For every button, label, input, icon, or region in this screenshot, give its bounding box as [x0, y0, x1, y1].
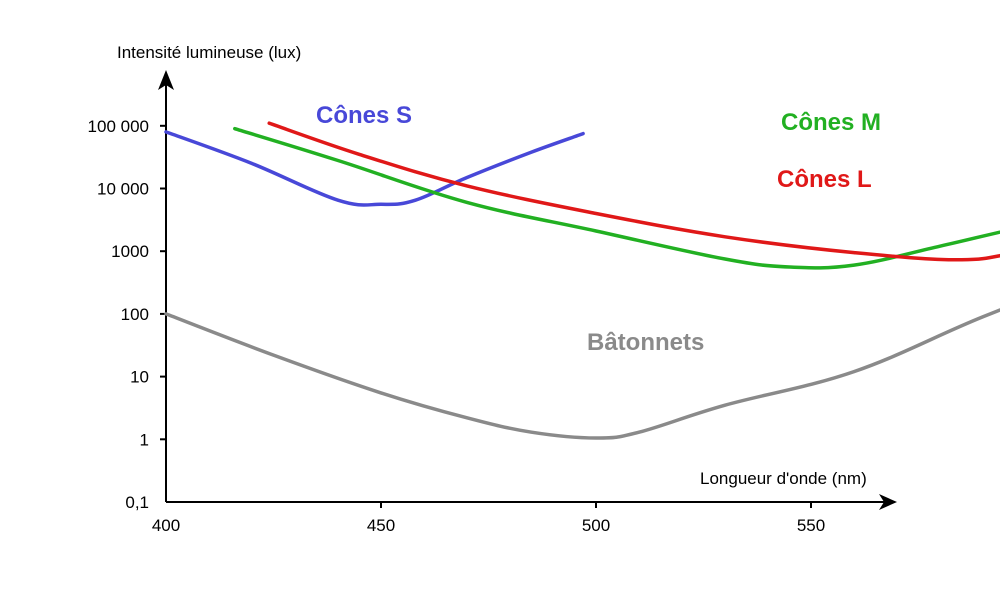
- curve-cones-s: [164, 130, 585, 207]
- y-axis-arrow-icon: [158, 70, 174, 90]
- series-label-batonnets: Bâtonnets: [587, 329, 704, 356]
- curve-cones-l: [267, 121, 1000, 262]
- y-tick-label: 100 000: [88, 117, 149, 136]
- curve-cones-m: [233, 126, 1000, 270]
- series-label-cones-m: Cônes M: [781, 109, 881, 136]
- y-tick-label: 10 000: [97, 180, 149, 199]
- y-tick-label: 1: [140, 430, 149, 449]
- labels: Intensité lumineuse (lux) Longueur d'ond…: [117, 43, 881, 488]
- series-label-cones-l: Cônes L: [777, 166, 872, 193]
- curve-batonnets: [164, 308, 1000, 440]
- y-tick-label: 10: [130, 368, 149, 387]
- y-axis-title: Intensité lumineuse (lux): [117, 43, 301, 62]
- y-tick-label: 100: [121, 305, 149, 324]
- series-label-cones-s: Cônes S: [316, 102, 412, 129]
- x-axis-title: Longueur d'onde (nm): [700, 469, 867, 488]
- x-axis-arrow-icon: [879, 494, 897, 510]
- y-tick-label: 1000: [111, 242, 149, 261]
- x-tick-label: 550: [797, 516, 825, 535]
- y-tick-label: 0,1: [125, 493, 149, 512]
- curves: [164, 121, 1000, 440]
- x-tick-label: 400: [152, 516, 180, 535]
- x-tick-label: 450: [367, 516, 395, 535]
- axes: [158, 70, 897, 510]
- x-tick-label: 500: [582, 516, 610, 535]
